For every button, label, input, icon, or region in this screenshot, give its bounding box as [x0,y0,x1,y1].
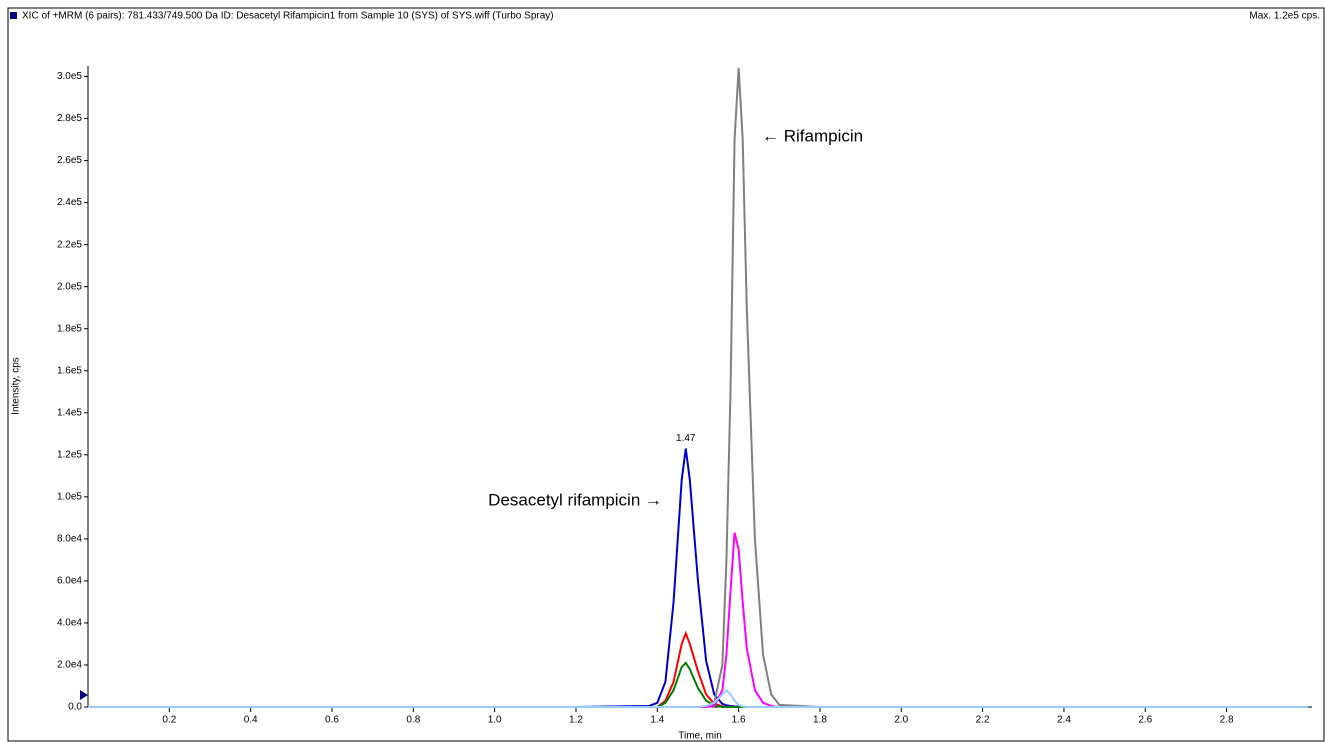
y-tick-label: 6.0e4 [57,576,82,587]
x-tick-label: 0.2 [162,715,176,726]
y-tick-label: 1.8e5 [57,323,82,334]
max-label: Max. 1.2e5 cps. [1249,11,1320,22]
x-tick-label: 0.4 [244,715,258,726]
frame [7,7,1325,742]
x-tick-label: 0.8 [406,715,420,726]
series-line [88,688,1308,708]
series-line [88,68,1308,708]
y-tick-label: 2.0e4 [57,660,82,671]
y-tick-label: 2.0e5 [57,281,82,292]
y-tick-label: 2.4e5 [57,197,82,208]
x-tick-label: 2.8 [1220,715,1234,726]
x-tick-label: 1.4 [650,715,664,726]
x-tick-label: 1.6 [732,715,746,726]
y-tick-label: 1.2e5 [57,449,82,460]
y-tick-label: 1.0e5 [57,491,82,502]
chart-title: XIC of +MRM (6 pairs): 781.433/749.500 D… [22,11,554,22]
x-tick-label: 2.4 [1057,715,1071,726]
y-tick-label: 3.0e5 [57,71,82,82]
series-line [88,630,1308,708]
x-tick-label: 2.6 [1138,715,1152,726]
y-tick-label: 8.0e4 [57,534,82,545]
trace-icon [10,12,17,19]
x-tick-label: 1.8 [813,715,827,726]
annotation: ← Rifampicin [762,126,863,145]
y-tick-label: 2.2e5 [57,239,82,250]
x-tick-label: 1.0 [488,715,502,726]
y-tick-label: 1.6e5 [57,365,82,376]
peak-label: 1.47 [676,433,696,444]
y-tick-label: 1.4e5 [57,407,82,418]
y-tick-label: 2.6e5 [57,155,82,166]
series-line [88,532,1308,708]
x-axis-label: Time, min [678,731,722,742]
x-tick-label: 2.2 [976,715,990,726]
axis-marker [80,690,88,700]
y-tick-label: 0.0 [68,702,82,713]
x-tick-label: 2.0 [894,715,908,726]
annotation: Desacetyl rifampicin → [488,490,662,509]
x-tick-label: 1.2 [569,715,583,726]
y-tick-label: 2.8e5 [57,113,82,124]
y-axis-label: Intensity, cps [11,357,22,415]
y-tick-label: 4.0e4 [57,618,82,629]
x-tick-label: 0.6 [325,715,339,726]
